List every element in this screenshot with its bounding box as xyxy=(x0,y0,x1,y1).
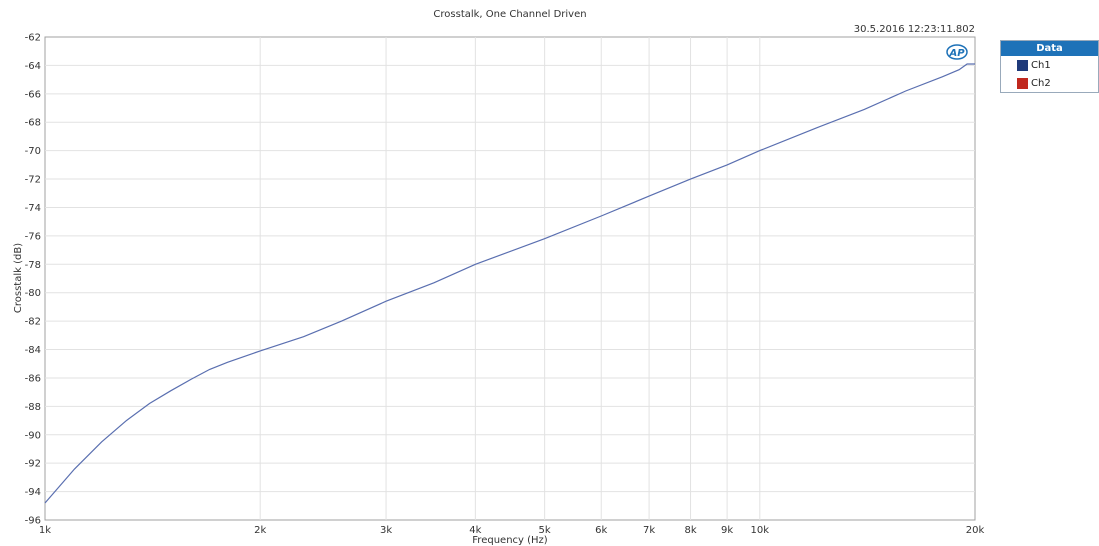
timestamp: 30.5.2016 12:23:11.802 xyxy=(854,24,975,35)
y-ticks: -62 -64 -66 -68 -70 -72 -74 -76 -78 -80 -82 -84 -86 -… xyxy=(25,33,41,527)
grid xyxy=(45,37,975,520)
y-tick-label: -74 xyxy=(25,203,41,214)
x-tick-label: 10k xyxy=(751,525,770,536)
y-tick-label: -96 xyxy=(25,516,41,527)
legend-swatch-ch1 xyxy=(1017,59,1028,71)
legend-swatch-ch2 xyxy=(1017,77,1028,89)
y-tick-label: -78 xyxy=(25,260,41,271)
x-axis-label: Frequency (Hz) xyxy=(472,535,548,546)
legend-header: Data xyxy=(1001,41,1098,56)
y-tick-label: -68 xyxy=(25,118,41,129)
y-axis-label: Crosstalk (dB) xyxy=(13,243,24,313)
y-tick-label: -64 xyxy=(25,61,41,72)
x-tick-label: 9k xyxy=(721,525,733,536)
x-tick-label: 2k xyxy=(254,525,266,536)
series-group xyxy=(44,63,975,504)
x-tick-label: 3k xyxy=(380,525,392,536)
x-tick-label: 8k xyxy=(684,525,696,536)
chart-title: Crosstalk, One Channel Driven xyxy=(433,9,586,20)
x-tick-label: 1k xyxy=(39,525,51,536)
y-tick-label: -66 xyxy=(25,89,41,100)
y-tick-label: -86 xyxy=(25,373,41,384)
legend-label-ch2: Ch2 xyxy=(1031,77,1051,89)
y-tick-label: -70 xyxy=(25,146,41,157)
legend: Data Ch1 Ch2 xyxy=(1000,40,1099,93)
legend-item-ch2[interactable]: Ch2 xyxy=(1001,74,1098,92)
x-tick-label: 4k xyxy=(469,525,481,536)
y-tick-label: -94 xyxy=(25,487,41,498)
plot-area xyxy=(44,36,976,521)
y-tick-label: -62 xyxy=(25,33,41,44)
series-line-ch1 xyxy=(44,63,975,504)
x-tick-label: 20k xyxy=(966,525,985,536)
y-tick-label: -92 xyxy=(25,459,41,470)
y-tick-label: -90 xyxy=(25,430,41,441)
x-tick-label: 6k xyxy=(595,525,607,536)
ap-logo: AP xyxy=(946,44,968,60)
legend-label-ch1: Ch1 xyxy=(1031,59,1051,71)
y-tick-label: -88 xyxy=(25,402,41,413)
legend-item-ch1[interactable]: Ch1 xyxy=(1001,56,1098,74)
y-tick-label: -82 xyxy=(25,317,41,328)
y-tick-label: -84 xyxy=(25,345,41,356)
x-ticks: 1k 2k 3k 4k 5k 6k 7k 8k 9k 10k 20k xyxy=(39,525,985,536)
ap-logo-text: AP xyxy=(948,48,965,59)
y-tick-label: -80 xyxy=(25,288,41,299)
y-tick-label: -76 xyxy=(25,231,41,242)
x-tick-label: 7k xyxy=(643,525,655,536)
x-tick-label: 5k xyxy=(539,525,551,536)
y-tick-label: -72 xyxy=(25,175,41,186)
